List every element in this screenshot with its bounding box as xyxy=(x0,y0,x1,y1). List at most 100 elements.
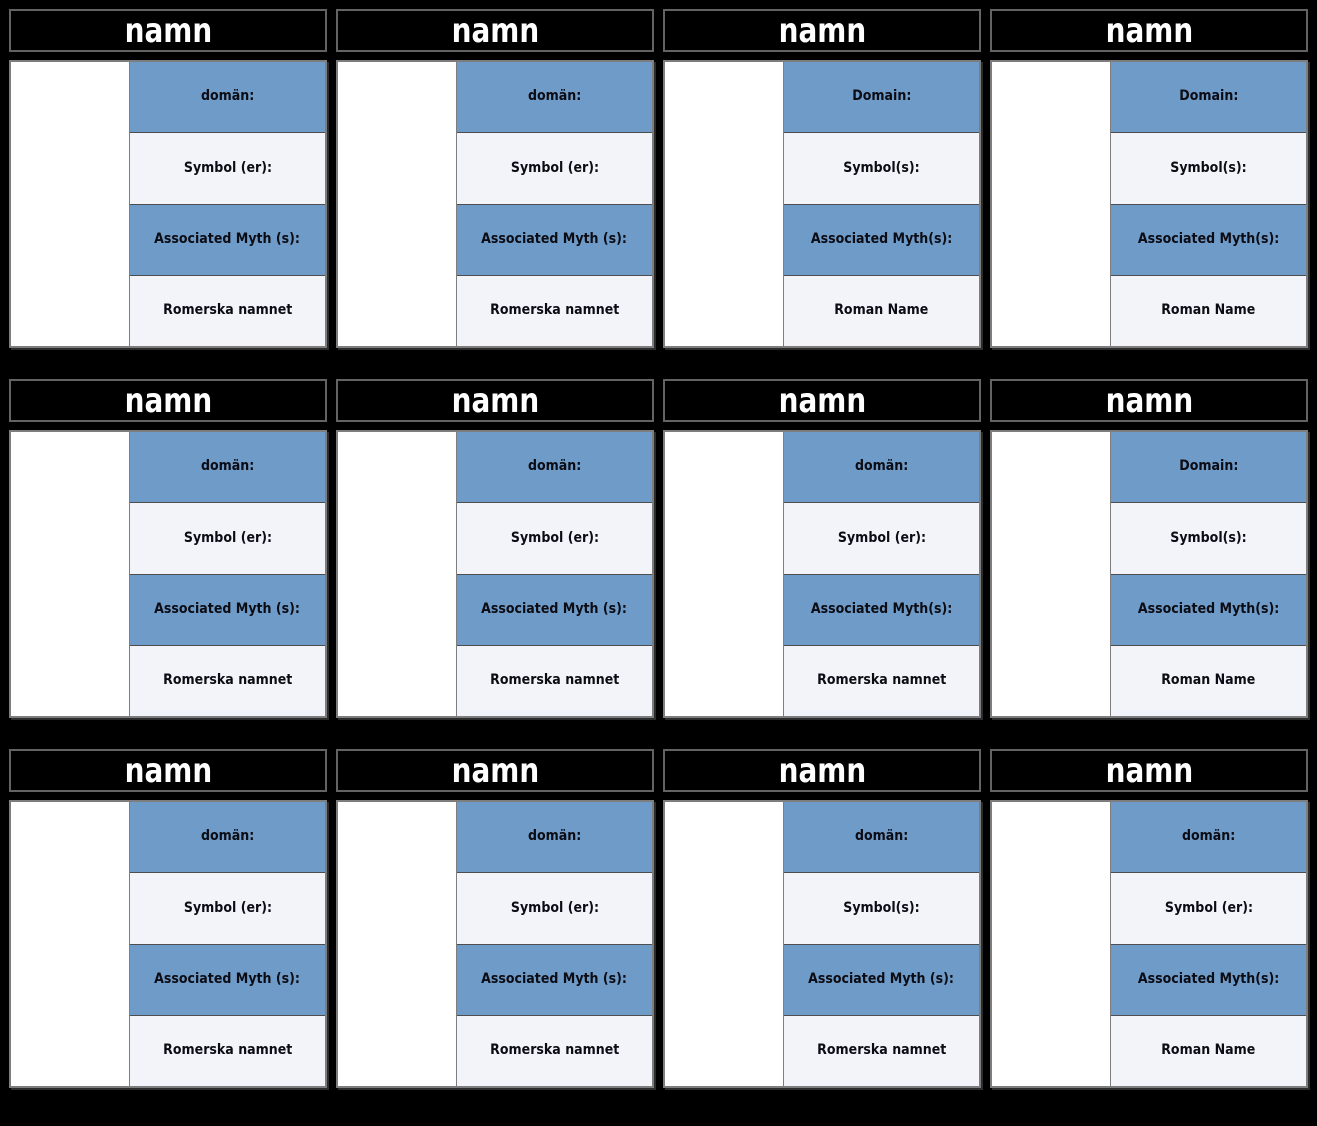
card-fields: domän: Symbol (er): Associated Myth(s): … xyxy=(1111,802,1306,1086)
card-title-bar[interactable]: namn xyxy=(990,749,1308,792)
domain-field[interactable]: Domain: xyxy=(1111,62,1306,133)
roman-name-field[interactable]: Roman Name xyxy=(1111,644,1306,716)
roman-name-field[interactable]: Romerska namnet xyxy=(457,274,652,346)
character-card: namn domän: Symbol (er): Associated Myth… xyxy=(990,749,1308,1088)
myths-label: Associated Myth (s): xyxy=(154,970,301,987)
card-body: domän: Symbol(s): Associated Myth (s): R… xyxy=(663,800,981,1088)
card-title-bar[interactable]: namn xyxy=(663,379,981,422)
character-card: namn domän: Symbol (er): Associated Myth… xyxy=(336,749,654,1088)
character-card: namn Domain: Symbol(s): Associated Myth(… xyxy=(990,379,1308,718)
domain-label: Domain: xyxy=(1178,88,1239,105)
domain-field[interactable]: domän: xyxy=(130,802,325,873)
character-image-cell[interactable] xyxy=(665,62,784,346)
character-image-cell[interactable] xyxy=(11,802,130,1086)
symbols-label: Symbol(s): xyxy=(1170,529,1247,546)
roman-name-field[interactable]: Romerska namnet xyxy=(784,644,979,716)
myths-field[interactable]: Associated Myth (s): xyxy=(457,573,652,645)
symbols-field[interactable]: Symbol(s): xyxy=(784,132,979,204)
card-title-bar[interactable]: namn xyxy=(663,9,981,52)
myths-label: Associated Myth (s): xyxy=(481,600,628,617)
card-title-bar[interactable]: namn xyxy=(9,9,327,52)
symbols-field[interactable]: Symbol(s): xyxy=(784,872,979,944)
roman-name-field[interactable]: Romerska namnet xyxy=(457,644,652,716)
roman-name-field[interactable]: Romerska namnet xyxy=(130,274,325,346)
symbols-field[interactable]: Symbol (er): xyxy=(457,132,652,204)
roman-name-field[interactable]: Romerska namnet xyxy=(457,1014,652,1086)
domain-field[interactable]: domän: xyxy=(1111,802,1306,873)
domain-field[interactable]: domän: xyxy=(457,802,652,873)
symbols-field[interactable]: Symbol (er): xyxy=(130,872,325,944)
myths-field[interactable]: Associated Myth(s): xyxy=(784,573,979,645)
card-title-bar[interactable]: namn xyxy=(990,9,1308,52)
card-title-bar[interactable]: namn xyxy=(336,749,654,792)
symbols-field[interactable]: Symbol (er): xyxy=(130,502,325,574)
symbols-field[interactable]: Symbol(s): xyxy=(1111,502,1306,574)
domain-field[interactable]: domän: xyxy=(130,432,325,503)
symbols-field[interactable]: Symbol(s): xyxy=(1111,132,1306,204)
domain-label: domän: xyxy=(200,458,255,475)
roman-name-label: Roman Name xyxy=(1161,1042,1256,1059)
roman-name-field[interactable]: Roman Name xyxy=(1111,274,1306,346)
character-image-cell[interactable] xyxy=(992,62,1111,346)
card-title-bar[interactable]: namn xyxy=(9,379,327,422)
domain-field[interactable]: domän: xyxy=(784,432,979,503)
character-image-cell[interactable] xyxy=(992,432,1111,716)
character-image-cell[interactable] xyxy=(11,62,130,346)
card-fields: domän: Symbol (er): Associated Myth (s):… xyxy=(457,62,652,346)
myths-label: Associated Myth (s): xyxy=(481,230,628,247)
myths-field[interactable]: Associated Myth (s): xyxy=(130,943,325,1015)
symbols-field[interactable]: Symbol (er): xyxy=(130,132,325,204)
card-title: namn xyxy=(778,380,866,421)
character-card: namn domän: Symbol (er): Associated Myth… xyxy=(336,9,654,348)
symbols-field[interactable]: Symbol (er): xyxy=(1111,872,1306,944)
domain-field[interactable]: domän: xyxy=(784,802,979,873)
symbols-field[interactable]: Symbol (er): xyxy=(784,502,979,574)
roman-name-field[interactable]: Romerska namnet xyxy=(130,1014,325,1086)
character-image-cell[interactable] xyxy=(11,432,130,716)
myths-field[interactable]: Associated Myth (s): xyxy=(784,943,979,1015)
myths-field[interactable]: Associated Myth(s): xyxy=(1111,203,1306,275)
card-fields: domän: Symbol (er): Associated Myth (s):… xyxy=(457,432,652,716)
roman-name-field[interactable]: Roman Name xyxy=(784,274,979,346)
roman-name-field[interactable]: Romerska namnet xyxy=(784,1014,979,1086)
domain-field[interactable]: domän: xyxy=(457,62,652,133)
character-image-cell[interactable] xyxy=(992,802,1111,1086)
roman-name-label: Romerska namnet xyxy=(816,1042,947,1059)
domain-field[interactable]: domän: xyxy=(457,432,652,503)
character-image-cell[interactable] xyxy=(338,802,457,1086)
domain-field[interactable]: domän: xyxy=(130,62,325,133)
myths-field[interactable]: Associated Myth (s): xyxy=(457,943,652,1015)
card-title-bar[interactable]: namn xyxy=(663,749,981,792)
myths-field[interactable]: Associated Myth(s): xyxy=(1111,943,1306,1015)
myths-field[interactable]: Associated Myth(s): xyxy=(784,203,979,275)
roman-name-label: Romerska namnet xyxy=(489,1042,620,1059)
character-image-cell[interactable] xyxy=(338,432,457,716)
card-title-bar[interactable]: namn xyxy=(990,379,1308,422)
symbols-field[interactable]: Symbol (er): xyxy=(457,872,652,944)
character-image-cell[interactable] xyxy=(665,432,784,716)
card-title-bar[interactable]: namn xyxy=(336,9,654,52)
symbols-label: Symbol (er): xyxy=(1164,899,1253,916)
character-card: namn domän: Symbol (er): Associated Myth… xyxy=(9,749,327,1088)
myths-label: Associated Myth (s): xyxy=(154,230,301,247)
card-title: namn xyxy=(451,750,539,791)
myths-label: Associated Myth (s): xyxy=(481,970,628,987)
domain-label: domän: xyxy=(200,828,255,845)
card-title: namn xyxy=(451,10,539,51)
myths-field[interactable]: Associated Myth (s): xyxy=(130,203,325,275)
roman-name-field[interactable]: Romerska namnet xyxy=(130,644,325,716)
symbols-label: Symbol (er): xyxy=(510,899,599,916)
roman-name-label: Romerska namnet xyxy=(489,672,620,689)
domain-field[interactable]: Domain: xyxy=(1111,432,1306,503)
symbols-field[interactable]: Symbol (er): xyxy=(457,502,652,574)
roman-name-label: Roman Name xyxy=(1161,302,1256,319)
domain-field[interactable]: Domain: xyxy=(784,62,979,133)
roman-name-field[interactable]: Roman Name xyxy=(1111,1014,1306,1086)
character-image-cell[interactable] xyxy=(338,62,457,346)
card-title-bar[interactable]: namn xyxy=(336,379,654,422)
myths-field[interactable]: Associated Myth(s): xyxy=(1111,573,1306,645)
character-image-cell[interactable] xyxy=(665,802,784,1086)
myths-field[interactable]: Associated Myth (s): xyxy=(130,573,325,645)
myths-field[interactable]: Associated Myth (s): xyxy=(457,203,652,275)
card-title-bar[interactable]: namn xyxy=(9,749,327,792)
